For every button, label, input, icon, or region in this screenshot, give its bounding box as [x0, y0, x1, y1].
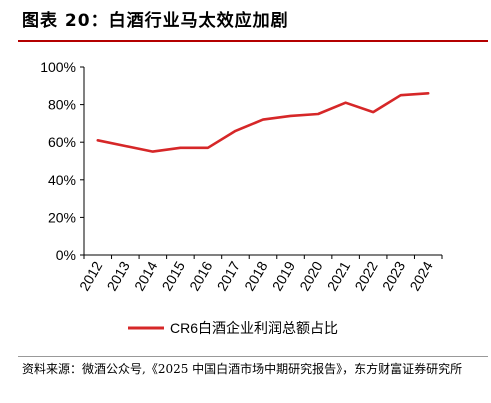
x-tick-label: 2021 [324, 258, 354, 293]
x-tick-label: 2017 [214, 258, 244, 293]
x-tick-label: 2024 [406, 258, 436, 293]
x-tick-label: 2023 [379, 258, 409, 293]
y-axis: 0% 20% 40% 60% 80% 100% [40, 59, 85, 263]
x-tick-label: 2019 [269, 258, 299, 293]
y-tick-label: 20% [48, 209, 76, 225]
y-tick-label: 60% [48, 134, 76, 150]
source-divider [18, 356, 488, 357]
x-tick-label: 2020 [296, 258, 326, 293]
y-tick-label: 0% [56, 247, 76, 263]
y-tick-label: 100% [40, 59, 76, 75]
x-axis: 2012201320142015201620172018201920202021… [76, 254, 443, 293]
x-tick-label: 2015 [159, 258, 189, 293]
x-tick-label: 2022 [351, 258, 381, 293]
title-divider [18, 40, 488, 42]
line-chart: 0%20%40%60%80%100% 201220132014201520162… [40, 59, 443, 336]
figure-title: 图表 20：白酒行业马太效应加剧 [22, 11, 289, 31]
series-line [96, 92, 430, 153]
legend-label: CR6白酒企业利润总额占比 [170, 320, 338, 336]
x-tick-label: 2013 [103, 258, 133, 293]
y-tick-label: 80% [48, 97, 76, 113]
series-layer [96, 92, 430, 153]
legend: CR6白酒企业利润总额占比 [128, 320, 338, 336]
x-tick-label: 2014 [131, 258, 161, 293]
source-note: 资料来源：微酒公众号,《2025 中国白酒市场中期研究报告》，东方财富证券研究所 [22, 362, 463, 376]
y-tick-label: 40% [48, 172, 76, 188]
x-tick-label: 2016 [186, 258, 216, 293]
x-tick-label: 2012 [76, 258, 106, 293]
x-tick-label: 2018 [241, 258, 271, 293]
